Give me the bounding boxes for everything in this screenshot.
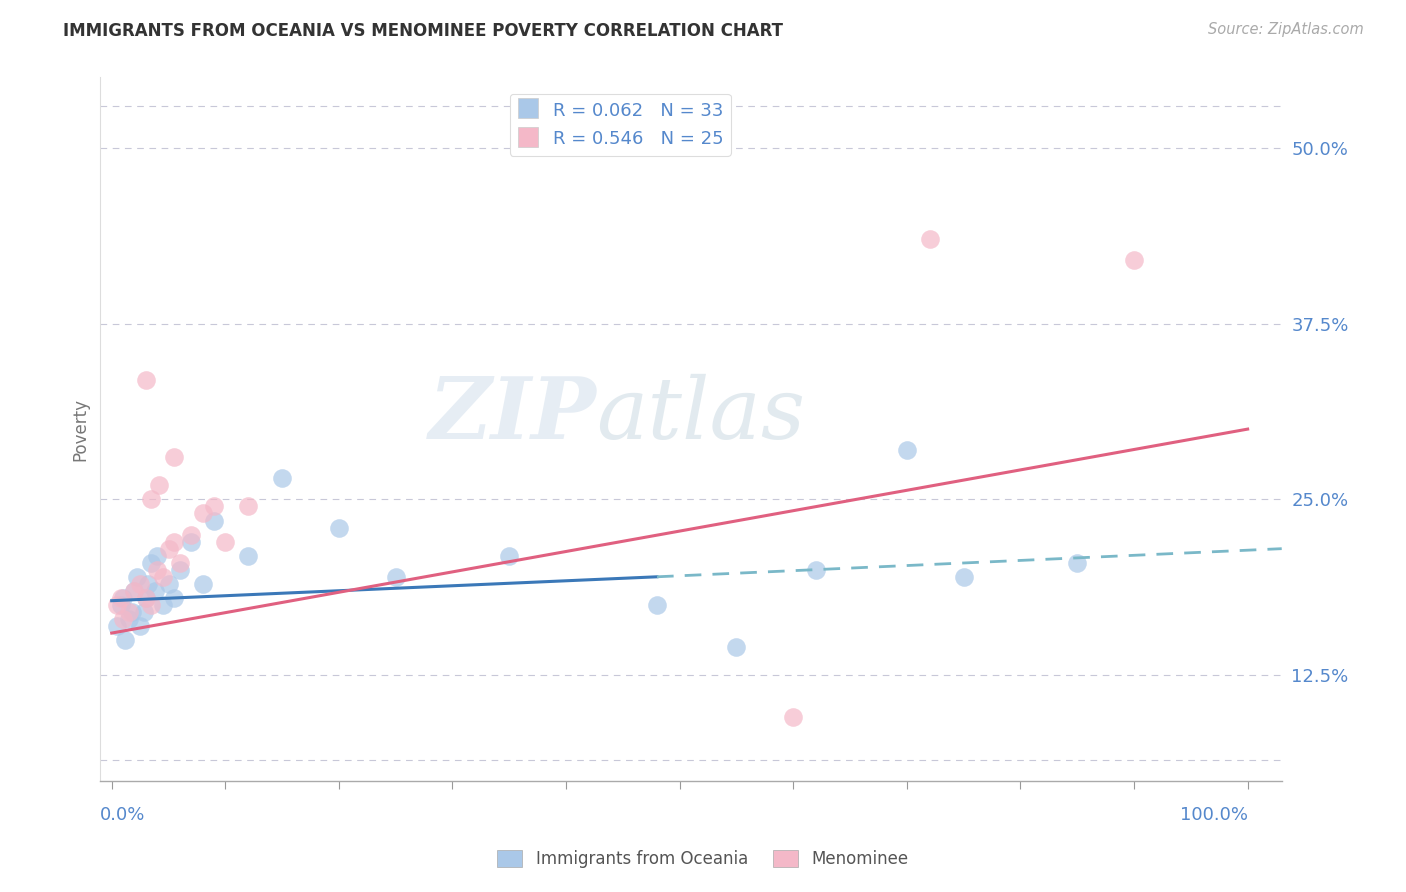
Point xyxy=(202,514,225,528)
Point xyxy=(157,541,180,556)
Point xyxy=(782,710,804,724)
Point xyxy=(124,583,146,598)
Y-axis label: Poverty: Poverty xyxy=(72,398,89,460)
Point xyxy=(152,570,174,584)
Point xyxy=(141,598,163,612)
Point xyxy=(1066,556,1088,570)
Legend: Immigrants from Oceania, Menominee: Immigrants from Oceania, Menominee xyxy=(491,843,915,875)
Point xyxy=(180,527,202,541)
Point xyxy=(110,598,132,612)
Point xyxy=(918,232,941,246)
Point xyxy=(384,570,406,584)
Point xyxy=(163,450,186,465)
Point xyxy=(112,612,135,626)
Text: Source: ZipAtlas.com: Source: ZipAtlas.com xyxy=(1208,22,1364,37)
Point xyxy=(146,549,169,563)
Point xyxy=(125,570,148,584)
Point xyxy=(169,556,191,570)
Point xyxy=(180,534,202,549)
Point xyxy=(163,591,186,605)
Point xyxy=(202,500,225,514)
Point xyxy=(146,563,169,577)
Text: 0.0%: 0.0% xyxy=(100,806,146,824)
Point xyxy=(169,563,191,577)
Point xyxy=(129,577,152,591)
Point xyxy=(135,591,157,605)
Text: IMMIGRANTS FROM OCEANIA VS MENOMINEE POVERTY CORRELATION CHART: IMMIGRANTS FROM OCEANIA VS MENOMINEE POV… xyxy=(63,22,783,40)
Point xyxy=(1123,253,1146,268)
Text: ZIP: ZIP xyxy=(429,373,596,457)
Text: 100.0%: 100.0% xyxy=(1180,806,1247,824)
Point xyxy=(129,619,152,633)
Point xyxy=(141,556,163,570)
Text: atlas: atlas xyxy=(596,374,806,457)
Point xyxy=(163,534,186,549)
Point xyxy=(121,605,143,619)
Point xyxy=(114,633,136,648)
Point xyxy=(498,549,520,563)
Point xyxy=(725,640,748,654)
Point xyxy=(141,492,163,507)
Point xyxy=(135,591,157,605)
Point xyxy=(143,583,166,598)
Point xyxy=(135,373,157,387)
Point xyxy=(132,605,155,619)
Point xyxy=(191,507,214,521)
Point xyxy=(952,570,974,584)
Point xyxy=(236,500,259,514)
Point xyxy=(152,598,174,612)
Point xyxy=(271,471,294,485)
Point xyxy=(157,577,180,591)
Point xyxy=(105,598,128,612)
Point xyxy=(105,619,128,633)
Point xyxy=(136,577,159,591)
Point xyxy=(896,443,918,458)
Point xyxy=(124,583,146,598)
Point xyxy=(148,478,170,492)
Point xyxy=(118,605,141,619)
Point xyxy=(110,591,132,605)
Point xyxy=(645,598,668,612)
Point xyxy=(214,534,236,549)
Point xyxy=(118,612,141,626)
Point xyxy=(328,520,350,534)
Point xyxy=(112,591,135,605)
Point xyxy=(236,549,259,563)
Point xyxy=(191,577,214,591)
Point xyxy=(804,563,827,577)
Legend: R = 0.062   N = 33, R = 0.546   N = 25: R = 0.062 N = 33, R = 0.546 N = 25 xyxy=(509,94,731,156)
